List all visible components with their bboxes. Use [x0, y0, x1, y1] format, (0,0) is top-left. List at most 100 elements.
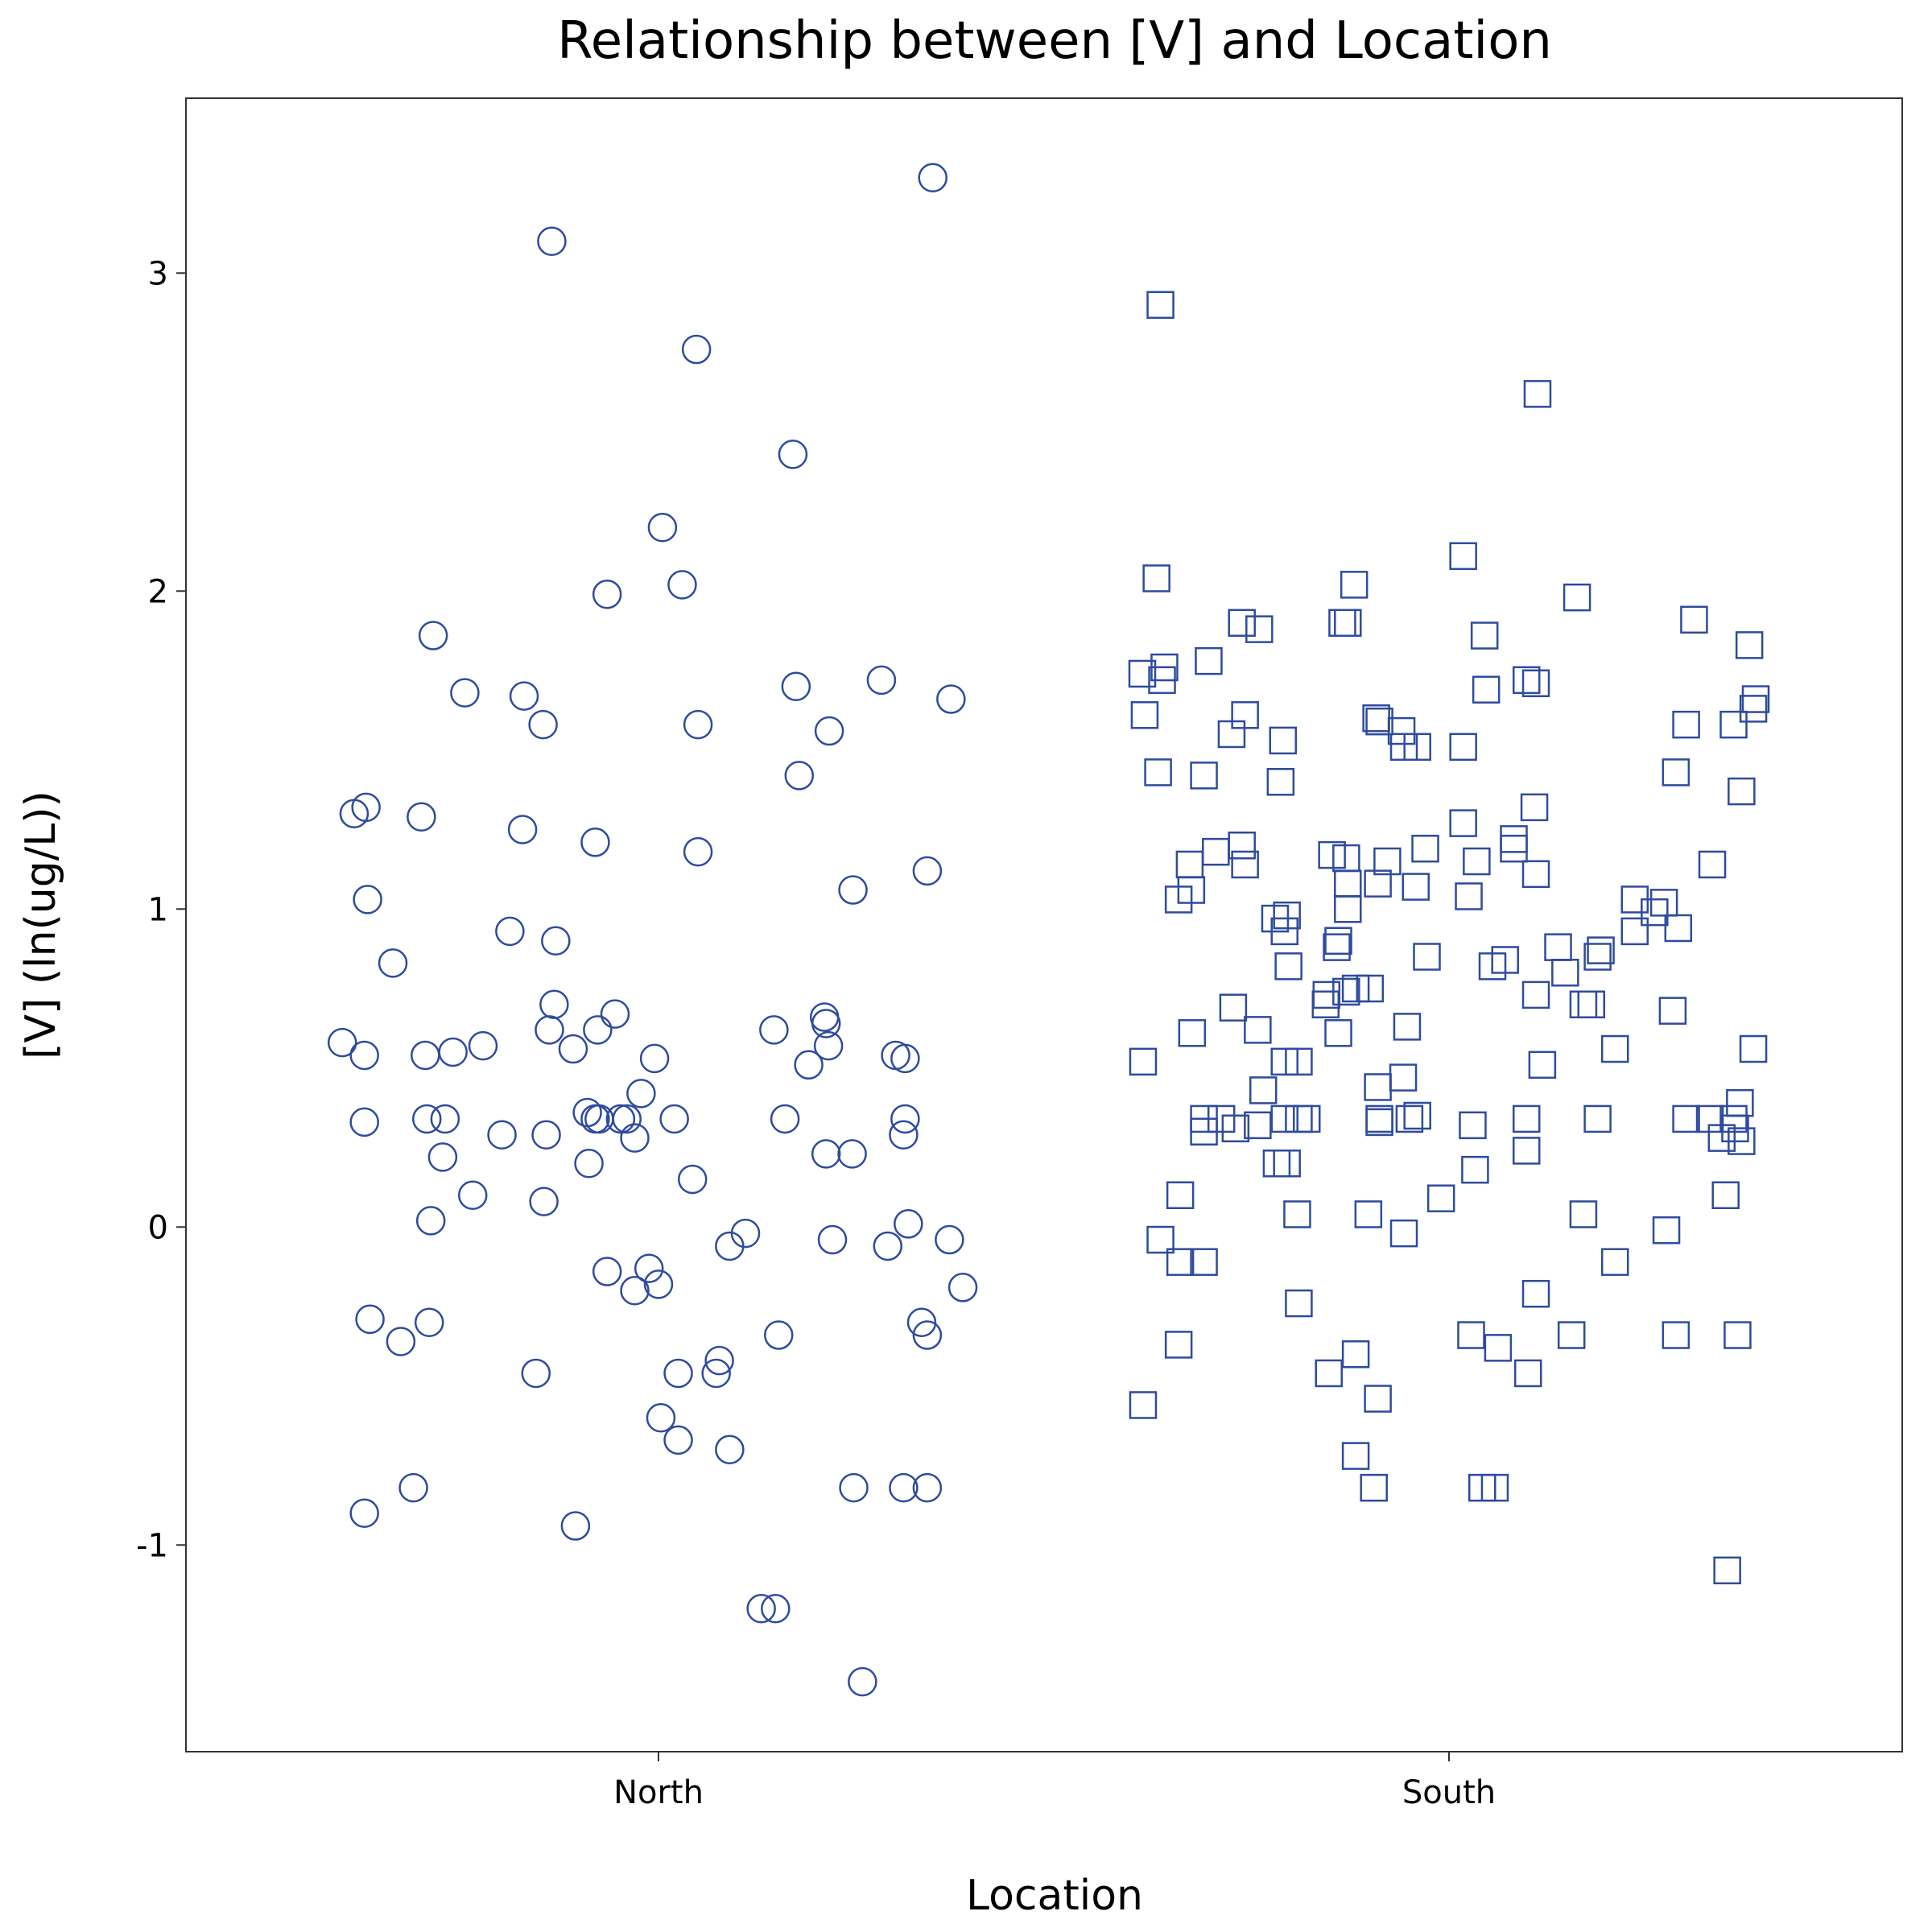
south-point: [1389, 1063, 1418, 1092]
y-tick-label: 2: [148, 573, 168, 610]
north-point: [764, 1320, 794, 1350]
south-point: [1270, 1104, 1298, 1133]
south-point: [1713, 1556, 1741, 1585]
south-point: [1166, 1248, 1195, 1276]
y-tick-label: 0: [148, 1209, 168, 1246]
south-point: [1395, 1104, 1424, 1133]
south-point: [1719, 1104, 1748, 1133]
south-point: [1292, 1104, 1321, 1133]
north-point: [906, 1307, 937, 1337]
north-point: [539, 989, 569, 1019]
south-point: [1480, 1473, 1509, 1502]
south-point: [1356, 974, 1385, 1003]
north-point: [681, 334, 712, 365]
north-point: [528, 709, 558, 740]
north-point: [349, 1107, 379, 1137]
north-point: [794, 1050, 824, 1080]
south-point: [1340, 571, 1368, 599]
south-point: [1285, 1047, 1313, 1076]
south-point: [1228, 832, 1256, 860]
north-point: [535, 1015, 564, 1045]
north-point: [521, 1358, 551, 1389]
south-point: [1373, 847, 1402, 876]
south-point: [1583, 943, 1612, 971]
y-axis: -1 0 1 2 3: [136, 255, 186, 1564]
south-point: [1513, 1359, 1542, 1388]
north-point: [866, 665, 897, 696]
south-point: [1334, 895, 1362, 923]
south-point: [1142, 564, 1170, 592]
north-point: [351, 792, 381, 823]
south-point: [1521, 980, 1550, 1009]
north-point: [873, 1231, 903, 1261]
north-point: [746, 1594, 776, 1624]
north-point: [784, 761, 815, 791]
south-point: [1672, 710, 1700, 739]
south-point: [1323, 933, 1351, 961]
south-point: [1166, 1181, 1195, 1209]
north-point: [414, 1307, 444, 1337]
south-point: [1512, 666, 1541, 695]
north-point: [386, 1327, 416, 1356]
north-point: [639, 1043, 670, 1074]
south-point: [1273, 1150, 1301, 1178]
north-point: [430, 1104, 460, 1134]
north-point: [643, 1269, 674, 1299]
south-point: [1207, 1104, 1236, 1133]
south-point: [1698, 850, 1727, 879]
south-point: [1249, 1076, 1278, 1104]
north-point: [407, 802, 436, 832]
north-point: [468, 1030, 498, 1061]
south-point: [1649, 889, 1678, 917]
north-point: [646, 1403, 676, 1433]
north-point: [811, 1139, 841, 1169]
north-point: [918, 163, 948, 192]
south-point: [1724, 1321, 1752, 1349]
south-point: [1315, 1359, 1343, 1388]
north-point: [531, 1120, 561, 1150]
north-point: [509, 681, 539, 711]
south-point: [1728, 777, 1756, 806]
north-point: [398, 1472, 428, 1503]
south-point: [1129, 1391, 1158, 1419]
south-point: [1741, 685, 1770, 713]
x-axis-title: Location: [966, 1872, 1143, 1920]
south-point: [1324, 1019, 1352, 1047]
x-tick-label-north: North: [613, 1774, 704, 1811]
north-point: [667, 570, 697, 600]
south-point: [1461, 1155, 1489, 1184]
south-point: [1190, 762, 1218, 790]
north-point: [890, 1043, 920, 1074]
y-tick-label: 1: [148, 891, 168, 928]
south-point: [1364, 869, 1392, 898]
north-point: [495, 916, 525, 947]
y-tick-label: 3: [148, 255, 168, 292]
south-point: [1577, 990, 1606, 1018]
south-point: [1341, 1442, 1370, 1470]
south-point: [1512, 1104, 1541, 1133]
south-point: [1365, 707, 1393, 736]
south-point: [1652, 1216, 1681, 1245]
north-point: [759, 1015, 789, 1045]
plot-panel: [185, 97, 1903, 1752]
south-point: [1512, 1137, 1541, 1165]
south-point: [1334, 609, 1362, 637]
south-point: [1403, 733, 1431, 762]
south-point: [1270, 1047, 1298, 1076]
south-point: [1150, 653, 1179, 682]
south-point: [1221, 1114, 1250, 1143]
south-point: [1664, 914, 1693, 943]
north-point: [541, 926, 571, 956]
south-point: [1389, 1219, 1418, 1248]
north-point: [427, 1142, 458, 1172]
north-point: [838, 875, 868, 905]
north-point: [605, 1104, 636, 1134]
north-point: [355, 1304, 385, 1335]
south-point: [1324, 927, 1352, 955]
north-point: [560, 1511, 591, 1541]
north-point: [450, 678, 480, 708]
north-point: [889, 1472, 919, 1503]
south-point: [1273, 901, 1301, 930]
south-point: [1354, 1200, 1383, 1228]
north-point: [558, 1034, 588, 1064]
